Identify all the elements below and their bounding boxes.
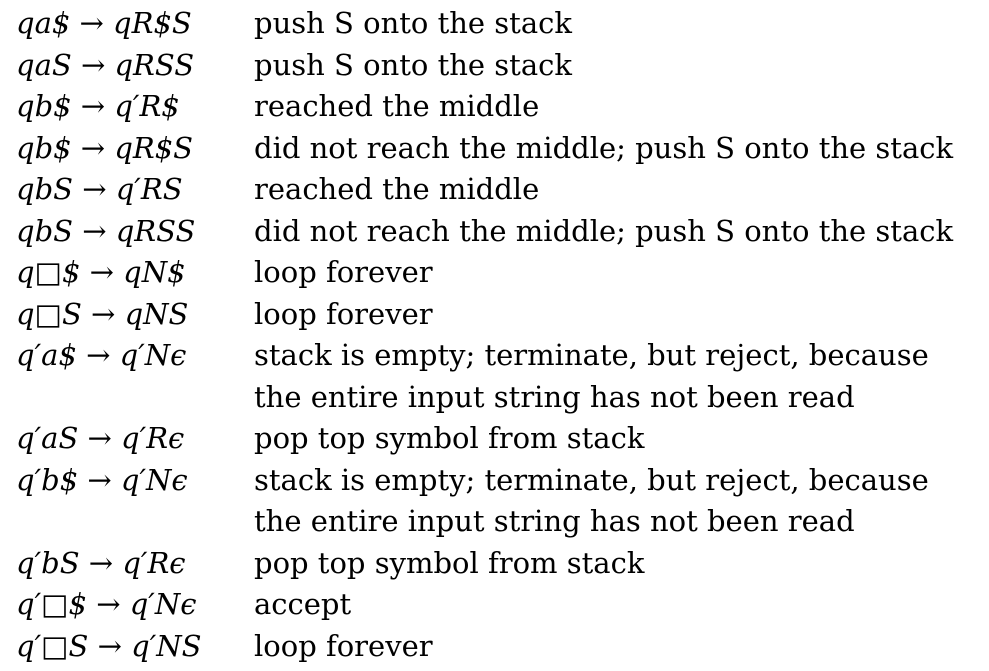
table-row: q′□$ → q′Nϵ accept (0, 584, 989, 626)
transition-rule: qaS → qRSS (16, 47, 195, 82)
rule-description: pop top symbol from stack (254, 545, 645, 580)
transition-rule: q′b$ → q′Nϵ (16, 462, 188, 497)
table-row: qbS → q′RS reached the middle (0, 169, 989, 211)
table-row: qa$ → qR$S push S onto the stack (0, 3, 989, 45)
rule-description: pop top symbol from stack (254, 421, 645, 455)
transition-rule: q′□S → q′NS (16, 628, 202, 663)
transition-rule: q□$ → qN$ (16, 255, 186, 289)
table-row: q′bS → q′Rϵ pop top symbol from stack (0, 543, 989, 585)
transition-rule: q′bS → q′Rϵ (16, 545, 186, 580)
transition-rule: q′□$ → q′Nϵ (16, 587, 197, 621)
table-row: qbS → qRSS did not reach the middle; pus… (0, 211, 989, 253)
rule-description: push S onto the stack (254, 6, 572, 40)
rule-description: the entire input string has not been rea… (254, 379, 855, 414)
rule-description: loop forever (254, 255, 433, 289)
table-row: qb$ → qR$S did not reach the middle; pus… (0, 128, 989, 170)
table-row: q′aS → q′Rϵ pop top symbol from stack (0, 418, 989, 460)
transition-rule: qbS → q′RS (16, 172, 183, 206)
rule-description: loop forever (254, 296, 433, 331)
rule-description: reached the middle (254, 172, 540, 206)
table-row: qb$ → q′R$ reached the middle (0, 86, 989, 128)
transition-rule: q′a$ → q′Nϵ (16, 338, 187, 372)
transition-rule: qb$ → qR$S (16, 130, 194, 165)
table-row: q□S → qNS loop forever (0, 294, 989, 336)
rule-description: did not reach the middle; push S onto th… (254, 213, 954, 248)
transition-rule: q□S → qNS (16, 296, 189, 331)
table-row-continuation: the entire input string has not been rea… (0, 501, 989, 543)
table-row-continuation: the entire input string has not been rea… (0, 377, 989, 419)
table-row: q□$ → qN$ loop forever (0, 252, 989, 294)
table-row: qaS → qRSS push S onto the stack (0, 45, 989, 87)
rule-description: reached the middle (254, 89, 540, 123)
rule-description: loop forever (254, 628, 433, 663)
rule-description: stack is empty; terminate, but reject, b… (254, 338, 929, 372)
transition-rule: qa$ → qR$S (16, 6, 192, 40)
table-row: q′a$ → q′Nϵ stack is empty; terminate, b… (0, 335, 989, 377)
table-row: q′b$ → q′Nϵ stack is empty; terminate, b… (0, 460, 989, 502)
rule-description: accept (254, 587, 352, 621)
transition-rule: qb$ → q′R$ (16, 89, 180, 123)
transition-rule: qbS → qRSS (16, 213, 196, 248)
transition-rule: q′aS → q′Rϵ (16, 421, 185, 455)
rule-description: stack is empty; terminate, but reject, b… (254, 462, 929, 497)
rule-description: push S onto the stack (254, 47, 572, 82)
rule-description: did not reach the middle; push S onto th… (254, 130, 954, 165)
table-row: q′□S → q′NS loop forever (0, 626, 989, 668)
rule-description: the entire input string has not been rea… (254, 504, 855, 538)
